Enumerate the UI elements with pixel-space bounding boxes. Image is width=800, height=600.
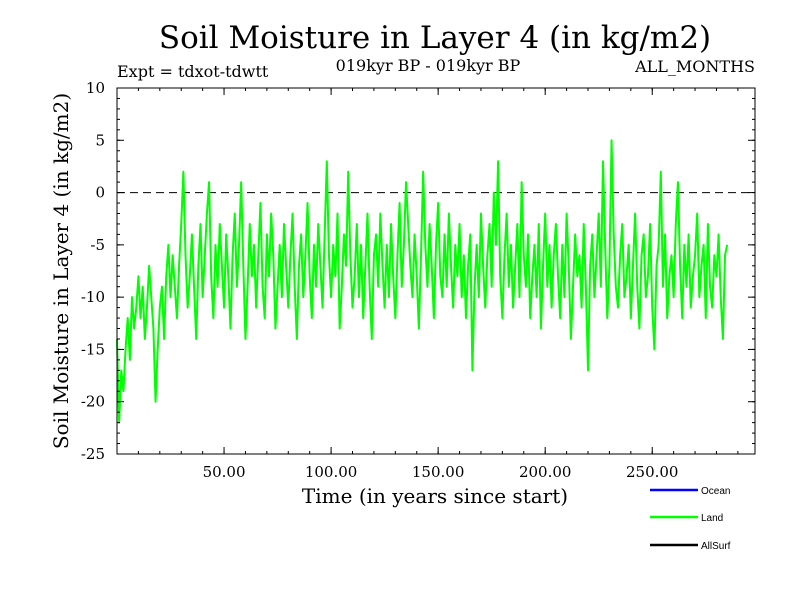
y-tick-label: -20 — [81, 393, 105, 411]
x-axis-label: Time (in years since start) — [302, 484, 568, 508]
y-axis: 10 5 0 -5 -10 -15 -20 -25 — [81, 79, 755, 463]
y-tick-label: -15 — [81, 340, 105, 358]
y-tick-label: 5 — [95, 131, 105, 149]
y-tick-label: 0 — [95, 184, 105, 202]
legend-label-allsurf: AllSurf — [701, 541, 731, 552]
experiment-label: Expt = tdxot-tdwtt — [117, 62, 269, 81]
series-line-land — [116, 139, 729, 424]
chart-title: Soil Moisture in Layer 4 (in kg/m2) — [159, 20, 711, 56]
y-tick-label: 10 — [86, 79, 105, 97]
period-label: 019kyr BP - 019kyr BP — [336, 56, 521, 75]
months-label: ALL_MONTHS — [634, 57, 755, 76]
x-axis: 50.00 100.00 150.00 200.00 250.00 — [137, 88, 739, 481]
legend-label-land: Land — [701, 513, 723, 524]
x-tick-label: 250.00 — [626, 463, 679, 481]
x-tick-label: 150.00 — [412, 463, 465, 481]
x-tick-label: 50.00 — [203, 463, 246, 481]
y-tick-label: -5 — [90, 236, 105, 254]
y-tick-label: -10 — [81, 288, 105, 306]
x-tick-label: 200.00 — [519, 463, 572, 481]
y-tick-label: -25 — [81, 445, 105, 463]
plot-frame — [116, 87, 756, 455]
y-axis-label: Soil Moisture in Layer 4 (in kg/m2) — [49, 93, 73, 449]
plot-content — [116, 139, 755, 424]
legend-label-ocean: Ocean — [701, 486, 730, 497]
legend: Ocean Land AllSurf — [650, 486, 731, 552]
x-tick-label: 100.00 — [305, 463, 358, 481]
